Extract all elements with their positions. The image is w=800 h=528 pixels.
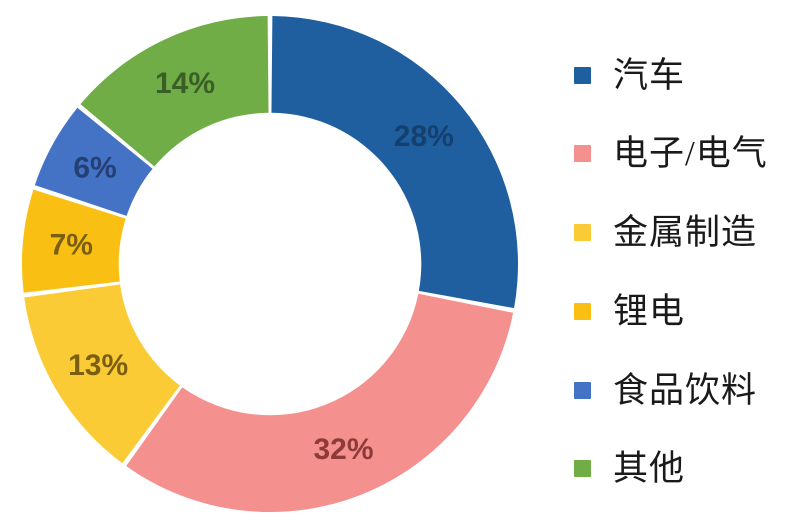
legend-swatch-icon bbox=[574, 460, 591, 478]
slice-value-label: 13% bbox=[68, 349, 128, 382]
chart-legend: 汽车电子/电气金属制造锂电食品饮料其他 bbox=[574, 52, 798, 492]
legend-item-label: 电子/电气 bbox=[613, 134, 768, 174]
legend-item[interactable]: 锂电 bbox=[574, 288, 798, 334]
slice-value-label: 6% bbox=[73, 151, 116, 184]
legend-swatch-icon bbox=[574, 66, 591, 84]
donut-slice[interactable] bbox=[21, 189, 126, 293]
donut-plot-area: 28% 32% 13% 7% 6% 14% bbox=[8, 2, 532, 526]
slice-value-label: 7% bbox=[50, 229, 93, 262]
legend-item-label: 食品饮料 bbox=[613, 370, 758, 410]
donut-slice[interactable] bbox=[34, 107, 153, 216]
donut-slice[interactable] bbox=[80, 16, 269, 167]
legend-item[interactable]: 汽车 bbox=[574, 52, 798, 98]
legend-swatch-icon bbox=[574, 224, 591, 242]
legend-item[interactable]: 金属制造 bbox=[574, 210, 798, 256]
legend-swatch-icon bbox=[574, 302, 591, 320]
legend-item-label: 其他 bbox=[613, 449, 686, 489]
legend-item-label: 金属制造 bbox=[613, 213, 758, 253]
donut-slice-labels: 28% 32% 13% 7% 6% 14% bbox=[50, 67, 454, 466]
legend-item[interactable]: 其他 bbox=[574, 446, 798, 492]
legend-item[interactable]: 电子/电气 bbox=[574, 131, 798, 177]
slice-value-label: 28% bbox=[394, 120, 454, 153]
legend-item[interactable]: 食品饮料 bbox=[574, 367, 798, 413]
donut-slice[interactable] bbox=[24, 284, 180, 464]
legend-swatch-icon bbox=[574, 381, 591, 399]
slice-value-label: 32% bbox=[313, 433, 373, 466]
donut-slices bbox=[21, 16, 518, 512]
legend-item-label: 汽车 bbox=[613, 55, 686, 95]
donut-slice[interactable] bbox=[126, 293, 514, 512]
legend-swatch-icon bbox=[574, 145, 591, 163]
donut-slice[interactable] bbox=[271, 16, 518, 309]
legend-item-label: 锂电 bbox=[613, 291, 686, 331]
donut-svg: 28% 32% 13% 7% 6% 14% bbox=[21, 16, 518, 512]
slice-value-label: 14% bbox=[155, 67, 215, 100]
